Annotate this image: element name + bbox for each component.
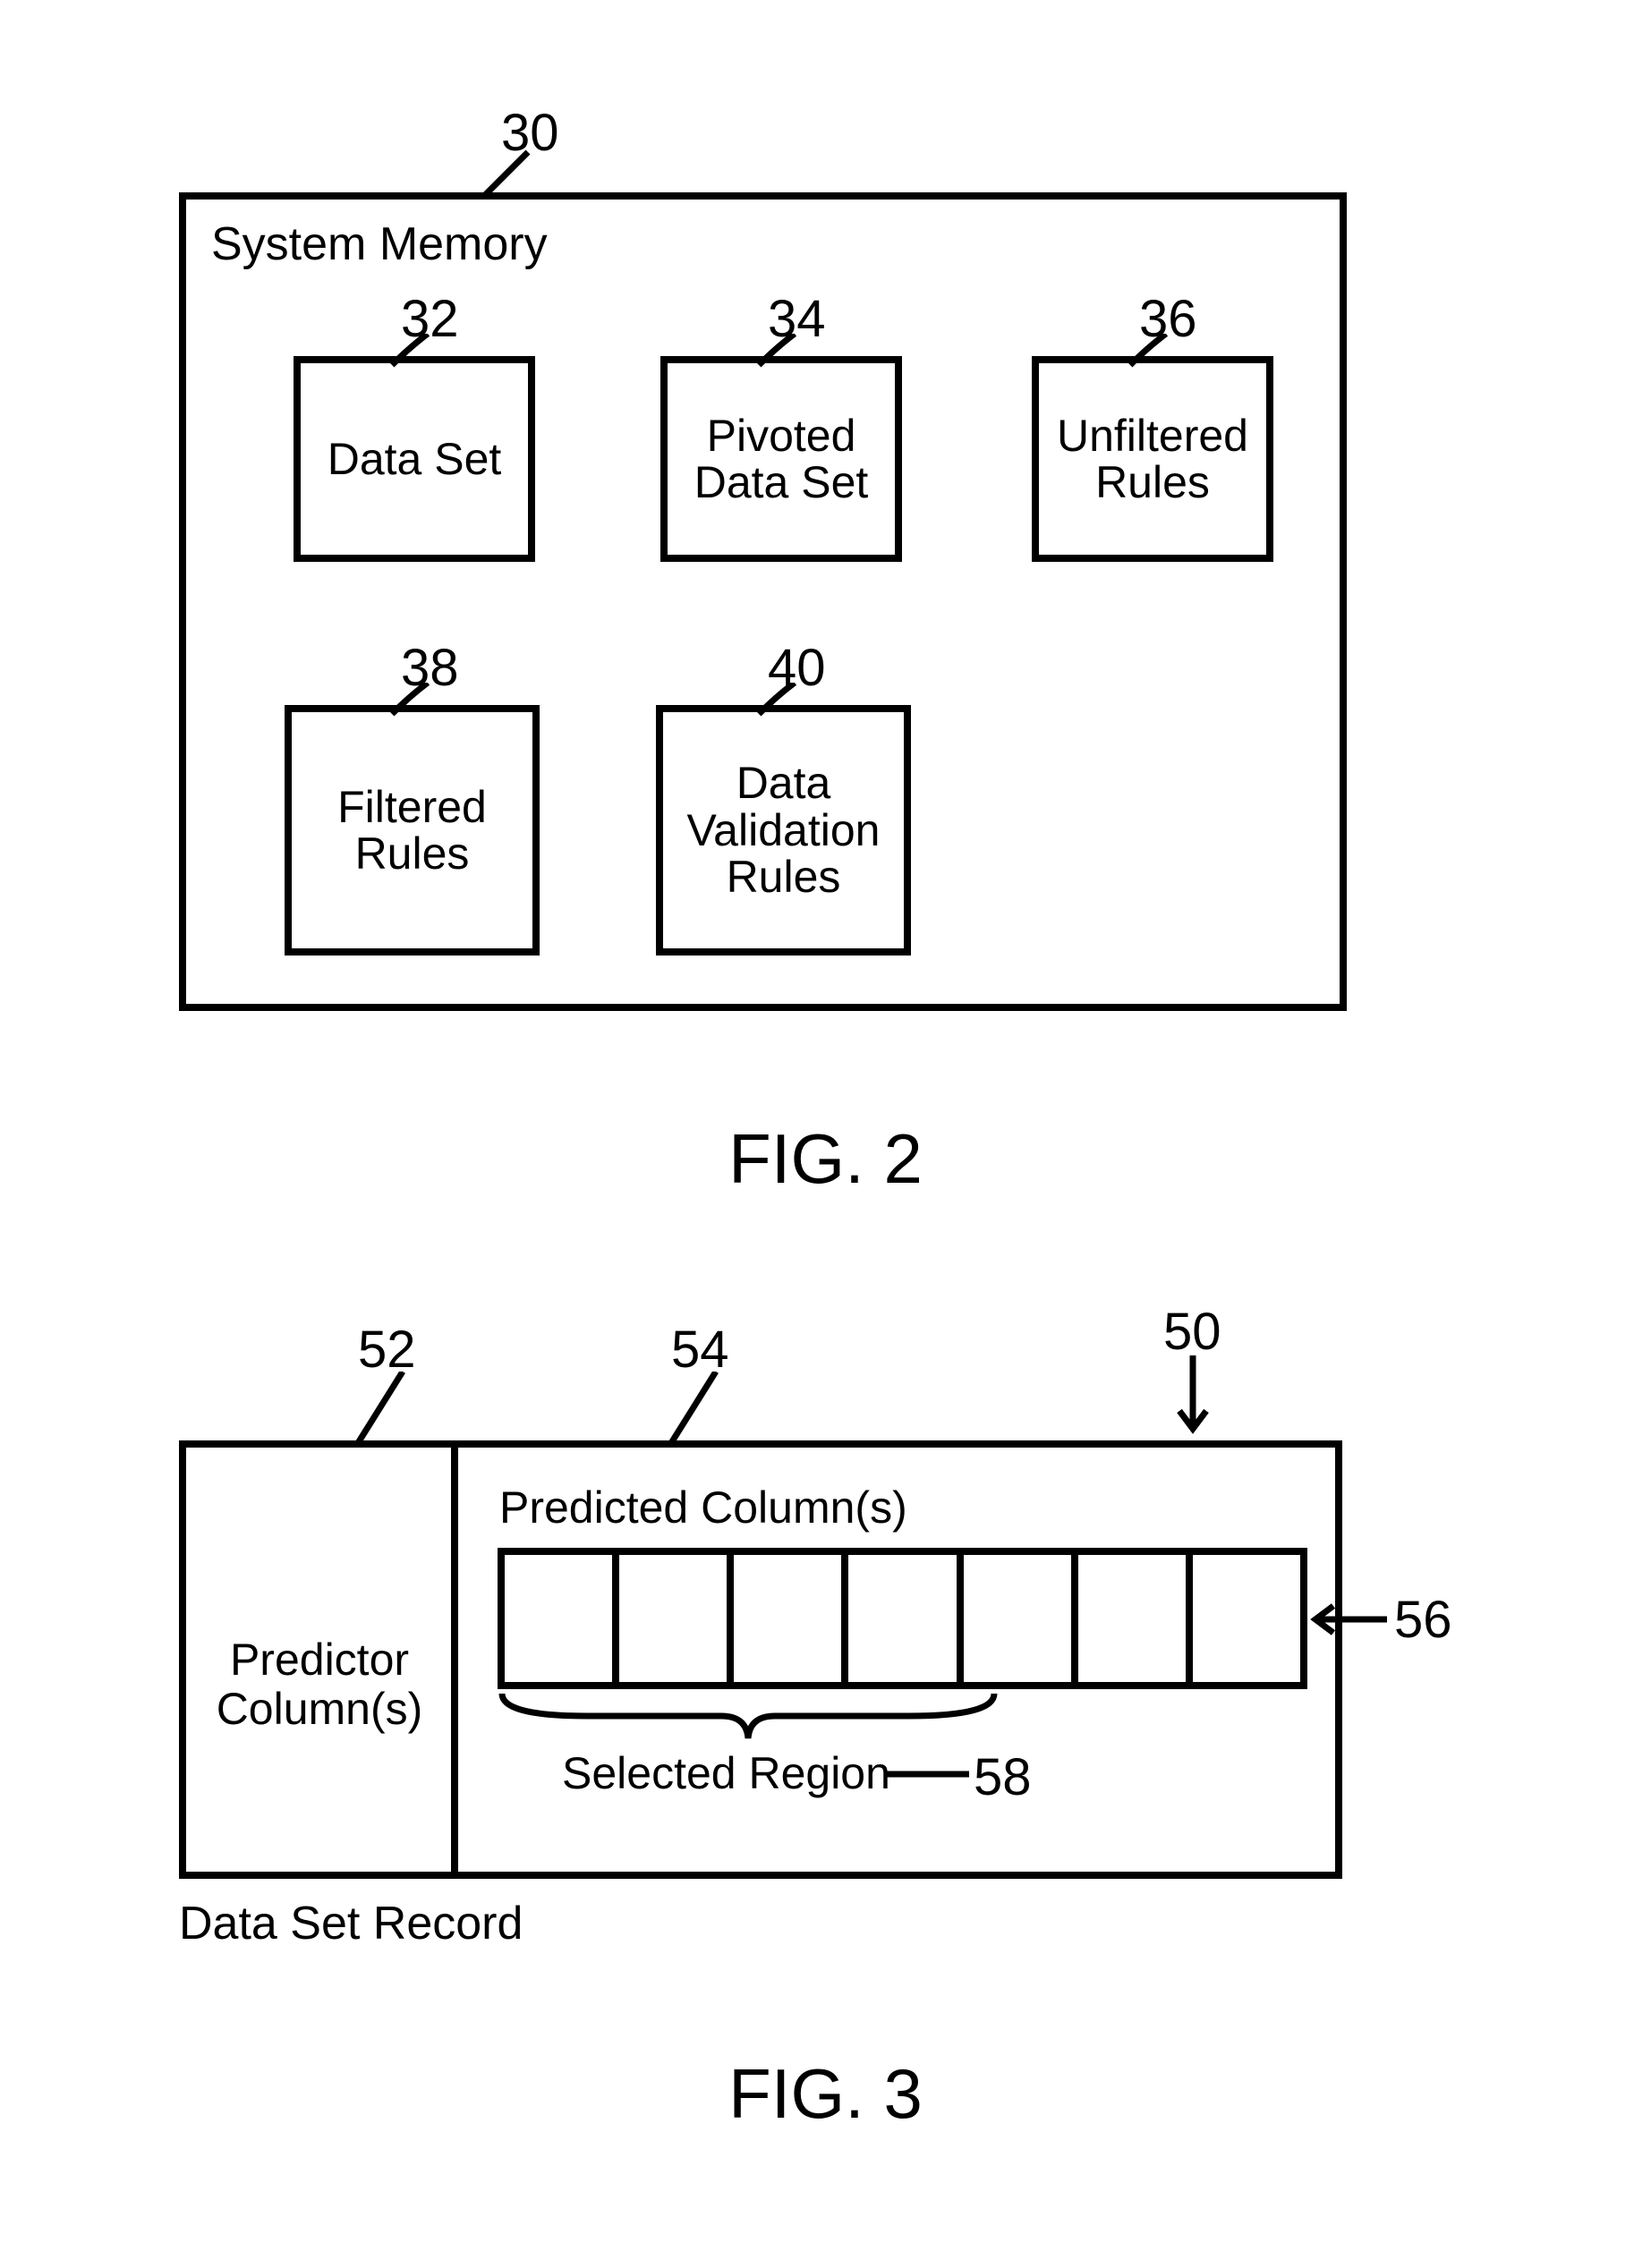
predicted-cell <box>505 1555 612 1682</box>
box-filtered-rules: Filtered Rules <box>285 705 540 956</box>
predicted-columns-label: Predicted Column(s) <box>499 1482 907 1533</box>
box-data-set: Data Set <box>294 356 535 562</box>
ref-label-52: 52 <box>358 1320 416 1380</box>
data-set-record-box: Predictor Column(s) Predicted Column(s) … <box>179 1440 1342 1879</box>
data-set-record-caption: Data Set Record <box>179 1897 523 1950</box>
predicted-cell <box>957 1555 1071 1682</box>
ref-label-54: 54 <box>671 1320 729 1380</box>
lead-line-54 <box>667 1372 729 1448</box>
ref-label-56: 56 <box>1394 1590 1452 1650</box>
figure-3: 50 52 54 Predictor Column(s) Predicted C… <box>179 1302 1387 2107</box>
box-unfiltered-rules: Unfiltered Rules <box>1032 356 1273 562</box>
selected-region-brace <box>498 1689 999 1743</box>
predicted-cell <box>1071 1555 1186 1682</box>
figure-2-caption: FIG. 2 <box>0 1118 1651 1200</box>
lead-line-36 <box>1126 334 1179 370</box>
box-data-validation-rules-label: Data Validation Rules <box>687 760 881 901</box>
box-unfiltered-rules-label: Unfiltered Rules <box>1057 412 1248 506</box>
predicted-columns-cells <box>498 1548 1307 1689</box>
predicted-cell <box>612 1555 727 1682</box>
lead-line-58 <box>884 1770 969 1779</box>
canvas: 30 System Memory Data Set Pivoted Data S… <box>0 0 1651 2268</box>
lead-line-34 <box>754 334 808 370</box>
box-data-set-label: Data Set <box>328 436 502 483</box>
predictor-columns-label: Predictor Column(s) <box>199 1635 440 1734</box>
box-filtered-rules-label: Filtered Rules <box>337 784 487 878</box>
system-memory-title: System Memory <box>211 217 548 271</box>
lead-line-38 <box>387 683 441 718</box>
predicted-cell <box>841 1555 956 1682</box>
lead-line-52 <box>353 1372 416 1448</box>
ref-label-58: 58 <box>974 1747 1032 1807</box>
record-divider <box>451 1448 458 1872</box>
figure-3-caption: FIG. 3 <box>0 2053 1651 2135</box>
box-data-validation-rules: Data Validation Rules <box>656 705 911 956</box>
selected-region-label: Selected Region <box>562 1747 890 1799</box>
box-pivoted-data-set: Pivoted Data Set <box>660 356 902 562</box>
lead-arrow-50 <box>1175 1355 1211 1445</box>
figure-2: 30 System Memory Data Set Pivoted Data S… <box>179 94 1347 1015</box>
predicted-cell <box>727 1555 841 1682</box>
ref-label-50: 50 <box>1163 1302 1221 1362</box>
lead-arrow-56 <box>1305 1601 1390 1637</box>
lead-line-32 <box>387 334 441 370</box>
box-pivoted-data-set-label: Pivoted Data Set <box>694 412 869 506</box>
predicted-cell <box>1186 1555 1300 1682</box>
lead-line-40 <box>754 683 808 718</box>
system-memory-box: System Memory Data Set Pivoted Data Set … <box>179 192 1347 1011</box>
